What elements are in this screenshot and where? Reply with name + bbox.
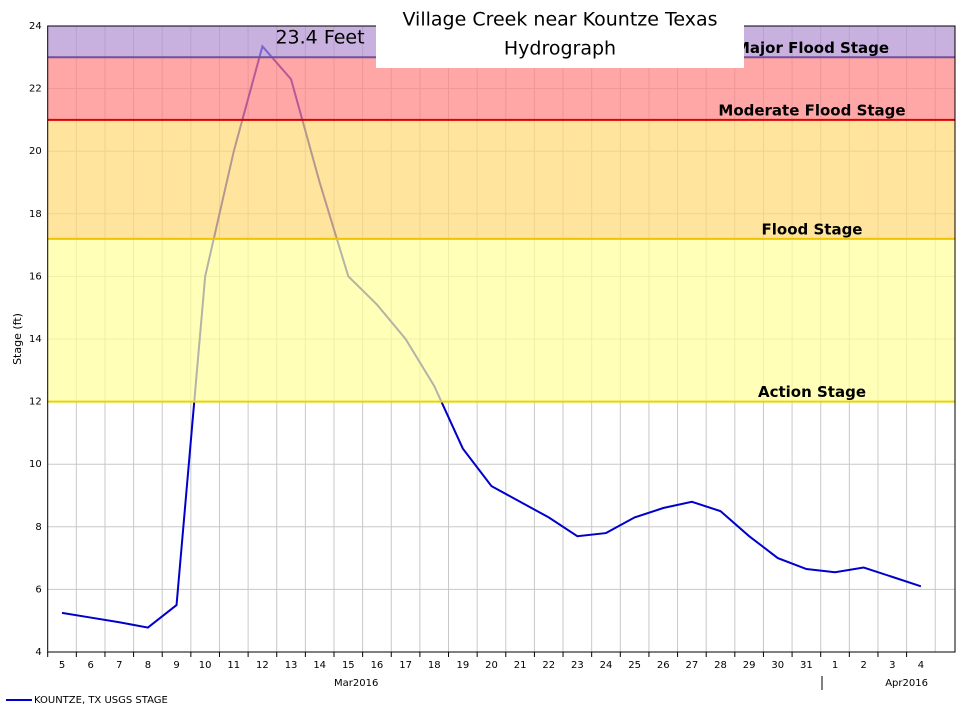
x-tick-label: 18 <box>428 660 441 671</box>
y-tick-label: 22 <box>29 84 42 95</box>
x-tick-label: 26 <box>657 660 670 671</box>
x-tick-label: 10 <box>199 660 212 671</box>
x-tick-label: 17 <box>399 660 412 671</box>
y-tick-label: 4 <box>35 647 41 658</box>
x-tick-label: 31 <box>800 660 813 671</box>
legend-label: KOUNTZE, TX USGS STAGE <box>34 695 168 706</box>
y-axis-label: Stage (ft) <box>11 313 24 365</box>
x-tick-label: 16 <box>371 660 384 671</box>
month-label: Mar2016 <box>334 678 378 689</box>
y-tick-label: 12 <box>29 397 42 408</box>
y-tick-label: 6 <box>35 584 41 595</box>
stage-band <box>47 119 955 239</box>
x-tick-label: 15 <box>342 660 355 671</box>
x-tick-label: 21 <box>514 660 527 671</box>
month-label: Apr2016 <box>885 678 928 689</box>
x-tick-label: 3 <box>889 660 895 671</box>
stage-label: Moderate Flood Stage <box>718 101 905 119</box>
x-tick-label: 5 <box>59 660 65 671</box>
stage-label: Flood Stage <box>762 220 863 238</box>
x-tick-label: 2 <box>860 660 866 671</box>
y-tick-label: 8 <box>35 522 41 533</box>
x-tick-label: 6 <box>87 660 93 671</box>
x-tick-label: 25 <box>628 660 641 671</box>
x-tick-label: 4 <box>918 660 924 671</box>
y-tick-label: 14 <box>29 334 42 345</box>
x-tick-label: 19 <box>456 660 469 671</box>
x-tick-label: 11 <box>227 660 240 671</box>
stage-label: Action Stage <box>758 383 866 401</box>
title-box <box>376 0 744 68</box>
x-tick-label: 28 <box>714 660 727 671</box>
x-tick-label: 7 <box>116 660 122 671</box>
x-tick-label: 27 <box>686 660 699 671</box>
x-tick-label: 24 <box>600 660 613 671</box>
x-tick-label: 23 <box>571 660 584 671</box>
y-tick-label: 18 <box>29 209 42 220</box>
x-tick-label: 9 <box>173 660 179 671</box>
chart-title: Village Creek near Kountze Texas <box>402 9 717 31</box>
x-tick-label: 20 <box>485 660 498 671</box>
y-tick-label: 24 <box>29 21 42 32</box>
x-tick-label: 14 <box>313 660 326 671</box>
annotation: 23.4 Feet <box>275 27 364 49</box>
x-tick-label: 12 <box>256 660 269 671</box>
stage-label: Major Flood Stage <box>735 39 889 57</box>
y-tick-label: 20 <box>29 146 42 157</box>
y-tick-label: 16 <box>29 271 42 282</box>
chart-title: Hydrograph <box>504 38 616 60</box>
stage-band <box>47 238 955 402</box>
y-tick-label: 10 <box>29 459 42 470</box>
x-tick-label: 22 <box>542 660 555 671</box>
x-tick-label: 30 <box>771 660 784 671</box>
x-tick-label: 1 <box>832 660 838 671</box>
x-tick-label: 13 <box>285 660 298 671</box>
x-tick-label: 8 <box>145 660 151 671</box>
x-tick-label: 29 <box>743 660 756 671</box>
